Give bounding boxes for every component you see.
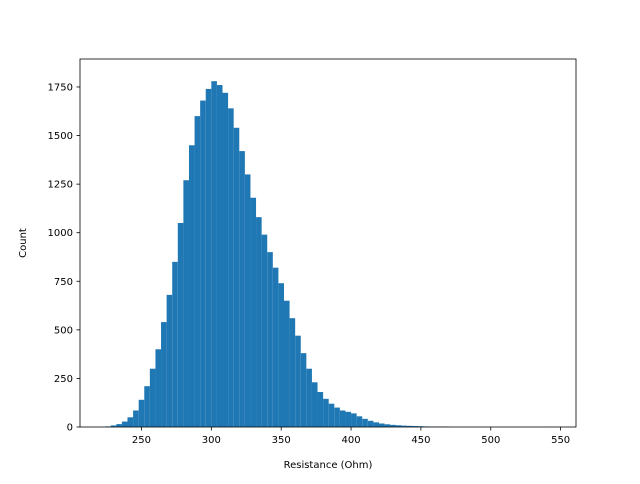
- histogram-bar: [290, 318, 296, 427]
- histogram-bar: [329, 404, 335, 427]
- histogram-bar: [211, 81, 217, 427]
- histogram-bar: [161, 322, 167, 427]
- x-tick-label: 300: [202, 435, 221, 446]
- histogram-bar: [167, 295, 173, 427]
- histogram-bar: [139, 400, 145, 427]
- histogram-bar: [262, 235, 268, 427]
- histogram-bar: [150, 369, 156, 427]
- histogram-bar: [200, 101, 206, 427]
- x-tick-label: 250: [132, 435, 151, 446]
- histogram-bar: [323, 399, 329, 427]
- y-axis: 0 250 500 750 1000 1250 1500 1750: [48, 82, 80, 433]
- histogram-bar: [373, 422, 379, 427]
- histogram-bar: [128, 417, 134, 427]
- histogram-bar: [228, 108, 234, 427]
- histogram-bar: [223, 93, 229, 427]
- histogram-bar: [133, 410, 139, 427]
- histogram-bar: [250, 198, 256, 427]
- histogram-bar: [206, 89, 212, 427]
- x-tick-label: 350: [272, 435, 291, 446]
- bars: [105, 81, 552, 427]
- histogram-bar: [385, 424, 391, 427]
- histogram-bar: [345, 412, 351, 427]
- y-tick-label: 250: [54, 374, 73, 385]
- histogram-bar: [295, 336, 301, 427]
- y-tick-label: 1250: [48, 180, 73, 191]
- y-tick-label: 1500: [48, 131, 73, 142]
- histogram-bar: [256, 217, 262, 427]
- histogram-bar: [245, 174, 251, 427]
- x-tick-label: 450: [411, 435, 430, 446]
- histogram-bar: [172, 262, 178, 427]
- y-tick-label: 500: [54, 325, 73, 336]
- histogram-bar: [351, 413, 357, 427]
- histogram-bar: [155, 349, 161, 427]
- x-tick-label: 400: [342, 435, 361, 446]
- histogram-bar: [278, 283, 284, 427]
- x-axis-label: Resistance (Ohm): [284, 460, 373, 471]
- histogram-bar: [234, 128, 240, 427]
- histogram-bar: [122, 422, 128, 427]
- histogram-bar: [318, 392, 324, 427]
- y-tick-label: 0: [67, 423, 73, 434]
- x-axis: 250 300 350 400 450 500 550: [132, 427, 570, 446]
- histogram-bar: [239, 151, 245, 427]
- y-tick-label: 1000: [48, 228, 73, 239]
- histogram-bar: [306, 369, 312, 427]
- histogram-bar: [312, 382, 318, 427]
- y-axis-label: Count: [18, 228, 29, 258]
- histogram-bar: [178, 223, 184, 427]
- x-tick-label: 500: [481, 435, 500, 446]
- histogram-bar: [284, 301, 290, 427]
- histogram-bar: [340, 410, 346, 427]
- histogram-bar: [273, 268, 279, 427]
- histogram-bar: [183, 180, 189, 427]
- y-tick-label: 750: [54, 277, 73, 288]
- y-tick-label: 1750: [48, 82, 73, 93]
- histogram-bar: [334, 408, 340, 427]
- histogram-bar: [267, 252, 273, 427]
- histogram-bar: [357, 416, 363, 427]
- histogram-bar: [189, 145, 195, 427]
- histogram-bar: [368, 421, 374, 427]
- x-tick-label: 550: [551, 435, 570, 446]
- histogram-bar: [362, 419, 368, 427]
- histogram-bar: [301, 353, 307, 427]
- histogram-bar: [379, 424, 385, 427]
- histogram-bar: [116, 424, 122, 427]
- histogram-bar: [195, 116, 201, 427]
- histogram-bar: [217, 85, 223, 427]
- histogram-bar: [144, 386, 150, 427]
